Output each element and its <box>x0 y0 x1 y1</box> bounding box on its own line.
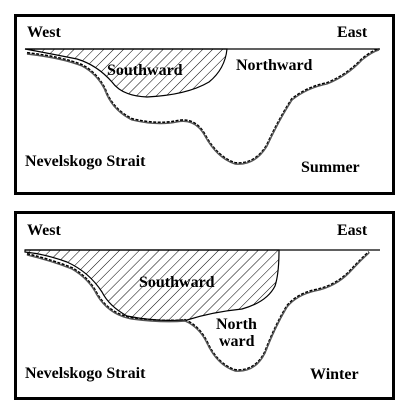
winter-panel: West East Southward North ward Nevelskog… <box>14 211 395 400</box>
southward-label: Southward <box>139 274 215 291</box>
northward-label-line2: ward <box>219 333 255 350</box>
southward-water-mass <box>24 48 228 98</box>
northward-label-line1: North <box>216 316 257 333</box>
season-label: Winter <box>310 366 359 383</box>
east-label: East <box>337 222 368 239</box>
season-label: Summer <box>301 159 360 176</box>
summer-panel: West East Southward Northward Nevelskogo… <box>14 14 395 195</box>
strait-label: Nevelskogo Strait <box>25 153 146 170</box>
west-label: West <box>27 222 61 239</box>
southward-water-mass <box>24 249 280 322</box>
east-label: East <box>337 24 368 41</box>
winter-cross-section <box>24 249 380 372</box>
southward-label: Southward <box>107 62 183 79</box>
summer-cross-section <box>24 47 380 165</box>
northward-label: Northward <box>236 57 313 74</box>
strait-label: Nevelskogo Strait <box>25 365 146 382</box>
west-label: West <box>27 24 61 41</box>
